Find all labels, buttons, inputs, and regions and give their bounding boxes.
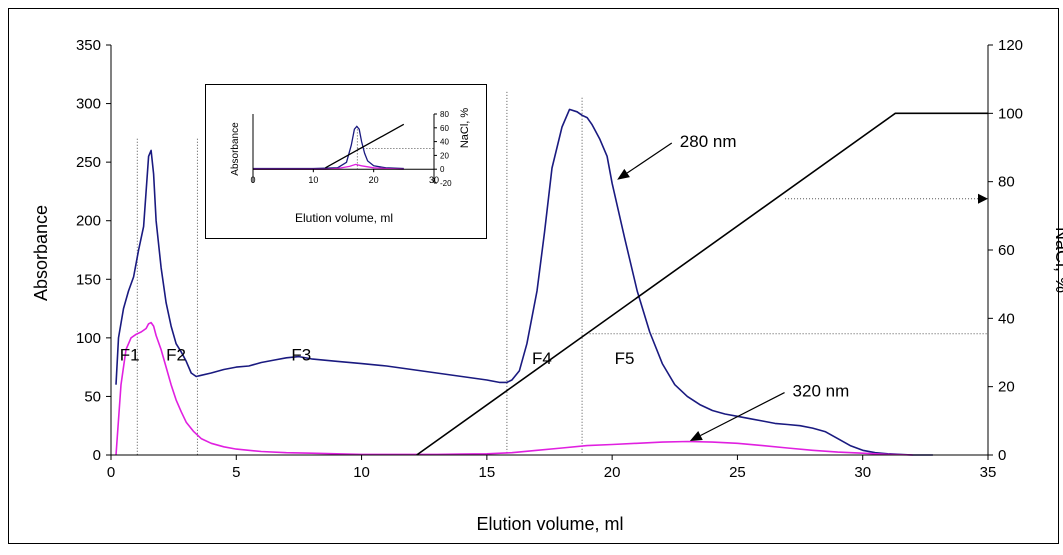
inset-y2-tick-label: 0 bbox=[440, 165, 445, 174]
x-axis-label: Elution volume, ml bbox=[476, 514, 623, 534]
y-axis-label: Absorbance bbox=[31, 205, 51, 301]
x-tick-label: 15 bbox=[479, 464, 496, 481]
x-tick-label: 35 bbox=[980, 464, 997, 481]
inset-y-axis-label: Absorbance bbox=[230, 122, 241, 176]
inset-y2-axis-label: NaCl, % bbox=[459, 108, 471, 149]
inset-nacl-line bbox=[325, 123, 405, 169]
x-tick-label: 20 bbox=[604, 464, 621, 481]
y-tick-label: 100 bbox=[76, 330, 101, 347]
y2-tick-label: 40 bbox=[998, 310, 1015, 327]
y2-tick-label: 80 bbox=[998, 174, 1015, 191]
annotation-label: F3 bbox=[291, 345, 311, 364]
x-tick-label: 25 bbox=[729, 464, 746, 481]
annotation-label: F2 bbox=[166, 345, 186, 364]
x-tick-label: 0 bbox=[107, 464, 115, 481]
inset-y2-tick-labels: -20 0 20 40 60 80 bbox=[440, 110, 452, 188]
y2-tick-label: 120 bbox=[998, 37, 1023, 54]
x-tick-labels: 0 5 10 15 20 25 30 35 bbox=[107, 464, 997, 481]
annotation-arrowhead bbox=[689, 431, 703, 441]
inset-absorbance-280-line bbox=[253, 125, 404, 170]
y-tick-label: 300 bbox=[76, 96, 101, 113]
inset-y2-tick-label: -20 bbox=[440, 179, 452, 188]
inset-x-tick-labels: 0 10 20 30 bbox=[250, 175, 439, 185]
inset-x-tick-label: 10 bbox=[308, 175, 318, 185]
x-tick-label: 10 bbox=[353, 464, 370, 481]
absorbance-280-line bbox=[115, 108, 933, 456]
y-tick-label: 50 bbox=[84, 388, 101, 405]
absorbance-320-line bbox=[115, 321, 913, 456]
chart-frame bbox=[8, 8, 1059, 544]
axes-group bbox=[106, 44, 993, 460]
annotations: 280 nm 320 nm F1 F2 F3 F4 F5 bbox=[120, 132, 849, 441]
annotation-arrow-line bbox=[626, 142, 673, 174]
inset-guide-lines bbox=[356, 126, 434, 170]
inset-axes-group bbox=[252, 113, 437, 184]
annotation-label: F5 bbox=[615, 349, 635, 368]
y-tick-labels: 0 50 100 150 200 250 300 350 bbox=[76, 37, 101, 464]
y2-tick-label: 0 bbox=[998, 447, 1006, 464]
inset-x-tick-label: 20 bbox=[369, 175, 379, 185]
inset-y2-tick-label: 20 bbox=[440, 151, 449, 160]
y2-tick-label: 100 bbox=[998, 105, 1023, 122]
series-group bbox=[115, 108, 988, 456]
annotation-arrow-line bbox=[700, 392, 785, 437]
annotation-label: 320 nm bbox=[793, 382, 850, 401]
y-tick-label: 150 bbox=[76, 271, 101, 288]
x-tick-label: 5 bbox=[232, 464, 240, 481]
annotation-arrowhead bbox=[617, 168, 630, 180]
y2-tick-label: 60 bbox=[998, 242, 1015, 259]
inset-x-axis-label: Elution volume, ml bbox=[295, 211, 393, 225]
annotation-label: 280 nm bbox=[680, 132, 737, 151]
y-tick-label: 350 bbox=[76, 37, 101, 54]
inset-y2-tick-label: 60 bbox=[440, 124, 449, 133]
y-tick-label: 0 bbox=[93, 447, 101, 464]
annotation-label: F1 bbox=[120, 345, 140, 364]
y-tick-label: 250 bbox=[76, 154, 101, 171]
x-tick-label: 30 bbox=[854, 464, 871, 481]
guide-lines bbox=[136, 91, 988, 455]
annotation-label: F4 bbox=[532, 349, 552, 368]
inset-frame bbox=[205, 84, 487, 239]
y2-axis-label: NaCl, % bbox=[1052, 227, 1063, 293]
y2-tick-labels: 0 20 40 60 80 100 120 bbox=[998, 37, 1023, 464]
nacl-gradient-line bbox=[416, 112, 988, 456]
y2-tick-label: 20 bbox=[998, 379, 1015, 396]
y-tick-label: 200 bbox=[76, 213, 101, 230]
inset-y2-tick-label: 40 bbox=[440, 138, 449, 147]
inset-x-tick-label: 0 bbox=[250, 175, 255, 185]
inset-x-tick-label: 30 bbox=[429, 175, 439, 185]
nacl-reading-arrowhead bbox=[978, 193, 988, 204]
inset-y2-tick-label: 80 bbox=[440, 110, 449, 119]
